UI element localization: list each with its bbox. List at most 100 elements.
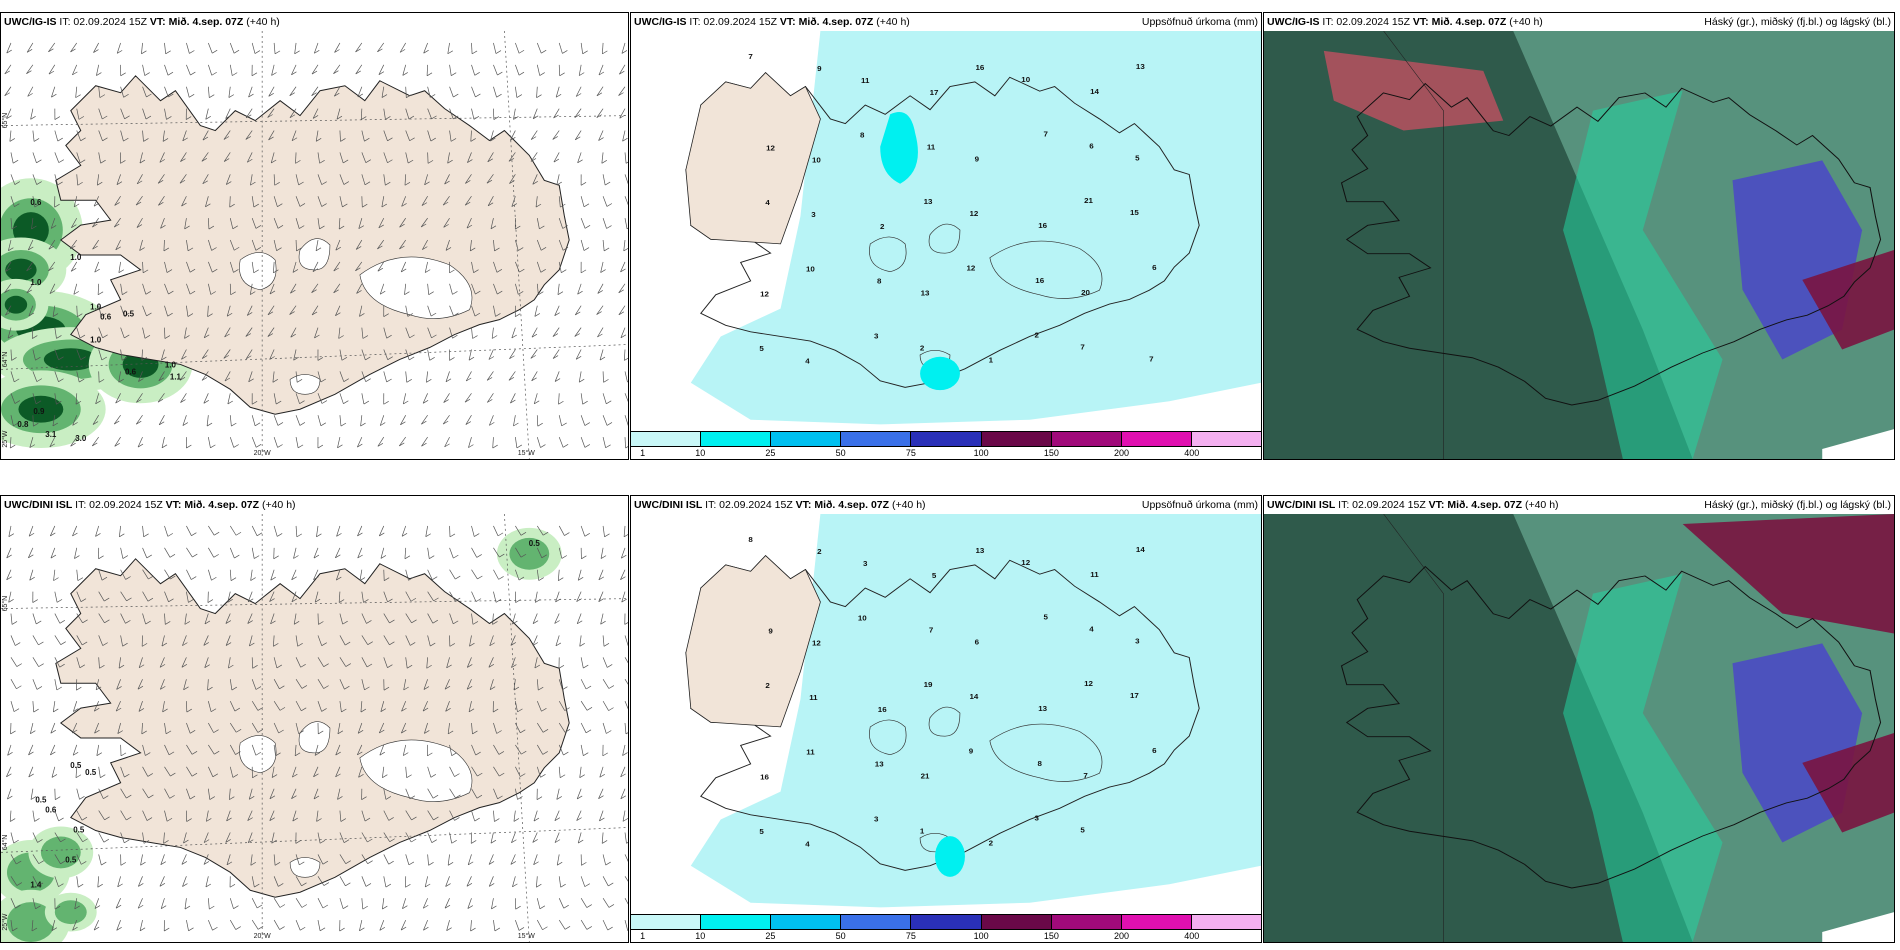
wind-barb-feather: [12, 927, 18, 932]
wind-barb-feather: [493, 708, 499, 713]
wind-barb: [292, 810, 297, 822]
wind-barb: [116, 174, 121, 185]
wind-barb-feather: [56, 686, 62, 691]
precip-shade-dark: [4, 295, 28, 314]
wind-barb-feather: [564, 729, 571, 733]
wind-barb: [251, 547, 255, 559]
wind-barb: [70, 261, 78, 272]
wind-barb: [184, 613, 187, 625]
wind-barb-feather: [11, 621, 18, 625]
cloud-map: [1264, 514, 1894, 942]
wind-barb-feather: [314, 598, 321, 603]
wind-barb-feather: [430, 94, 436, 98]
wind-barb-feather: [538, 291, 544, 296]
wind-barb-feather: [77, 181, 83, 186]
wind-barb-feather: [82, 619, 88, 624]
wind-barb-feather: [342, 159, 349, 164]
wind-barb-feather: [311, 70, 318, 75]
wind-barb: [580, 415, 586, 426]
wind-barb-feather: [361, 116, 367, 120]
wind-barb-feather: [141, 730, 147, 735]
wind-barb: [360, 701, 363, 713]
precip-value-label: 14: [1136, 545, 1146, 554]
wind-barb: [493, 525, 499, 537]
wind-barb: [10, 876, 18, 886]
land-dry: [685, 72, 821, 245]
wind-barb: [273, 261, 275, 273]
wind-barb: [511, 832, 516, 843]
wind-barb-feather: [624, 622, 628, 625]
wind-barb-feather: [345, 882, 351, 887]
wind-barb: [10, 371, 15, 382]
wind-barb: [532, 613, 538, 624]
wind-barb: [98, 305, 102, 317]
wind-barb-feather: [625, 446, 628, 449]
wind-barb: [157, 393, 165, 403]
wind-barb: [295, 371, 298, 383]
wind-barb-feather: [58, 159, 64, 163]
wind-barb: [295, 393, 300, 404]
precip-svg: 8235131211149121076543211161914131217161…: [631, 514, 1261, 912]
wind-barb-feather: [451, 839, 457, 844]
wind-barb-feather: [102, 334, 108, 339]
legend-swatch: [771, 432, 842, 446]
wind-barb-feather: [432, 619, 438, 624]
wind-barb-feather: [187, 247, 194, 252]
wind-barb: [359, 305, 363, 317]
wind-barb-feather: [94, 905, 101, 909]
wind-barb: [596, 86, 604, 97]
wind-barb: [295, 174, 299, 186]
wind-barb: [535, 196, 538, 208]
wind-barb-feather: [380, 290, 386, 295]
wind-barb-feather: [520, 773, 526, 777]
wind-barb-feather: [124, 839, 130, 844]
wind-barb-feather: [583, 664, 589, 669]
wind-barb: [536, 218, 540, 229]
wind-barb: [486, 174, 494, 184]
wind-barb-feather: [455, 794, 461, 799]
legend-swatch: [1121, 915, 1192, 929]
valid-time: Mið. 4.sep. 07Z: [1431, 16, 1507, 28]
wind-barb-feather: [335, 312, 341, 316]
wind-barb-feather: [364, 817, 371, 822]
wind-barb: [295, 437, 299, 448]
wind-barb-feather: [59, 619, 65, 624]
wind-barb: [10, 415, 14, 426]
wind-barb-feather: [13, 422, 19, 427]
wind-barb: [447, 42, 450, 54]
precip-value-label: 16: [1038, 221, 1047, 230]
wind-barb-feather: [33, 138, 40, 142]
wind-barb: [449, 547, 454, 559]
wind-barb: [401, 722, 407, 734]
wind-barb: [267, 327, 275, 337]
wind-barb-feather: [445, 708, 451, 712]
cloud-title: Háský (gr.), miðský (fj.bl.) og lágský (…: [1704, 16, 1891, 28]
wind-barb-feather: [184, 335, 190, 339]
high-cloud-patch: [1323, 50, 1504, 131]
wind-barb-feather: [98, 555, 104, 560]
wind-barb-feather: [232, 225, 238, 230]
wind-barb-feather: [233, 905, 239, 909]
wind-barb-feather: [26, 267, 32, 272]
wind-barb: [602, 42, 604, 54]
wind-barb: [92, 217, 99, 228]
precip-value-label: 7: [1043, 130, 1047, 139]
init-time: IT: 02.09.2024 15Z: [1338, 499, 1426, 511]
wind-barb: [142, 613, 146, 625]
wind-barb-feather: [562, 50, 568, 54]
wind-barb-feather: [10, 730, 16, 735]
wind-barb-feather: [38, 663, 44, 667]
wind-barb: [558, 700, 566, 711]
wind-barb: [313, 547, 319, 559]
wind-barb-feather: [360, 708, 367, 713]
wind-barb: [427, 832, 433, 843]
wind-barb: [426, 657, 428, 669]
wind-barb-feather: [598, 71, 605, 76]
wind-barb-feather: [48, 245, 55, 250]
wind-barb-feather: [313, 576, 319, 581]
wind-barb: [311, 86, 319, 96]
wind-barb-feather: [78, 116, 85, 120]
wind-barb: [72, 919, 78, 931]
wind-barb-feather: [81, 861, 87, 865]
wind-barb: [92, 239, 99, 250]
